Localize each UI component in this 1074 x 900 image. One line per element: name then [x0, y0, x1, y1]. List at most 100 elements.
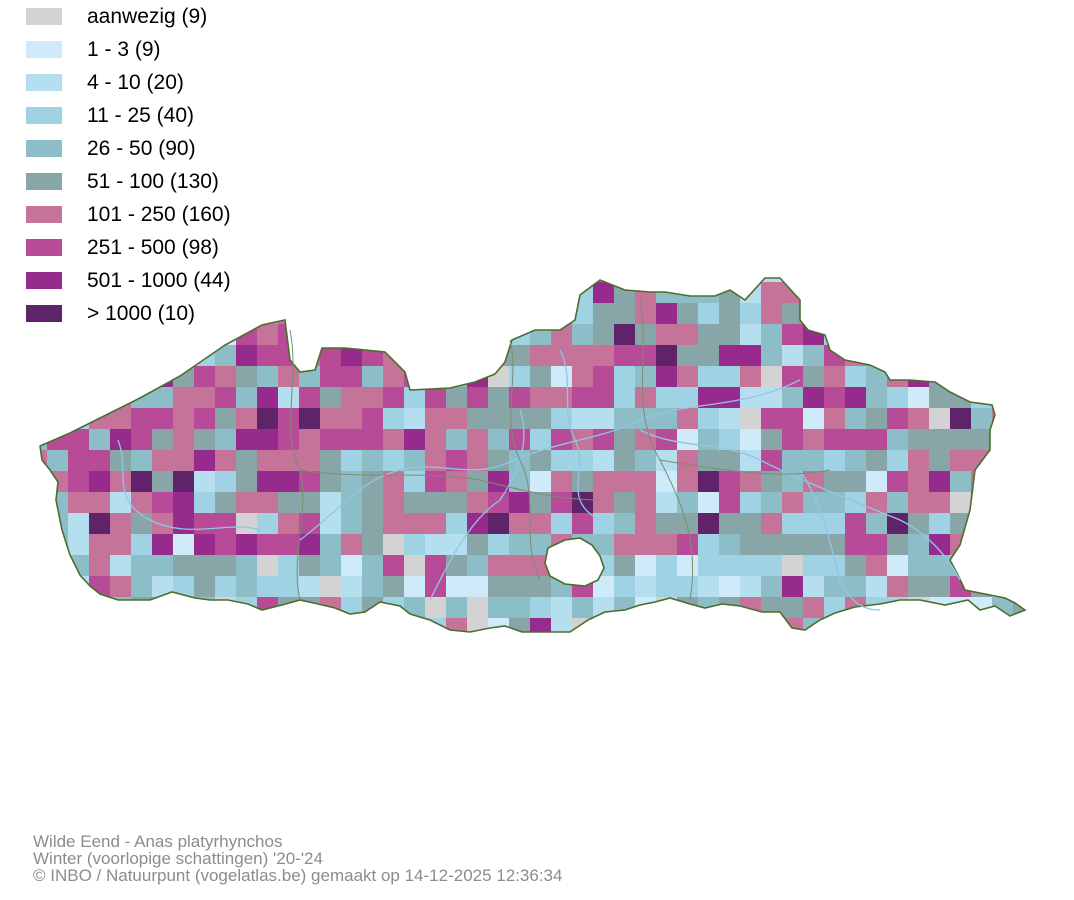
grid-cell	[1013, 282, 1025, 303]
grid-cell	[425, 278, 446, 282]
grid-cell	[341, 408, 362, 429]
grid-cell	[698, 345, 719, 366]
grid-cell	[992, 387, 1013, 408]
grid-cell	[404, 534, 425, 555]
grid-cell	[320, 429, 341, 450]
grid-cell	[404, 324, 425, 345]
grid-cell	[782, 534, 803, 555]
grid-cell	[488, 278, 509, 282]
grid-cell	[551, 639, 572, 660]
grid-cell	[110, 450, 131, 471]
grid-cell	[467, 303, 488, 324]
grid-cell	[47, 576, 68, 597]
grid-cell	[614, 576, 635, 597]
grid-cell	[761, 534, 782, 555]
grid-cell	[467, 492, 488, 513]
grid-cell	[698, 492, 719, 513]
grid-cell	[572, 471, 593, 492]
grid-cell	[68, 513, 89, 534]
grid-cell	[992, 345, 1013, 366]
grid-cell	[47, 597, 68, 618]
grid-cell	[320, 366, 341, 387]
grid-cell	[656, 555, 677, 576]
grid-cell	[236, 597, 257, 618]
grid-cell	[551, 282, 572, 303]
grid-cell	[698, 576, 719, 597]
grid-cell	[194, 492, 215, 513]
grid-cell	[257, 408, 278, 429]
grid-cell	[467, 513, 488, 534]
grid-cell	[446, 429, 467, 450]
grid-cell	[740, 429, 761, 450]
grid-cell	[656, 471, 677, 492]
grid-cell	[257, 639, 278, 660]
grid-cell	[47, 450, 68, 471]
grid-cell	[887, 618, 908, 632]
grid-cell	[362, 429, 383, 450]
grid-cell	[908, 408, 929, 429]
grid-cell	[362, 618, 383, 632]
grid-cell	[719, 576, 740, 597]
grid-cell	[908, 324, 929, 345]
grid-cell	[593, 366, 614, 387]
grid-cell	[257, 429, 278, 450]
grid-cell	[446, 618, 467, 632]
grid-cell	[782, 303, 803, 324]
grid-cell	[47, 429, 68, 450]
grid-cell	[950, 429, 971, 450]
grid-cell	[194, 471, 215, 492]
grid-cell	[341, 555, 362, 576]
grid-cell	[173, 513, 194, 534]
grid-cell	[488, 450, 509, 471]
grid-cell	[803, 387, 824, 408]
grid-cell	[614, 513, 635, 534]
grid-cell	[383, 282, 404, 303]
grid-cell	[40, 408, 47, 429]
grid-cell	[551, 450, 572, 471]
grid-cell	[40, 597, 47, 618]
grid-cell	[425, 450, 446, 471]
grid-cell	[131, 450, 152, 471]
grid-cell	[215, 450, 236, 471]
grid-cell	[677, 471, 698, 492]
grid-cell	[530, 534, 551, 555]
grid-cell	[299, 408, 320, 429]
grid-cell	[467, 240, 488, 261]
grid-cell	[40, 450, 47, 471]
grid-cell	[1034, 534, 1055, 555]
grid-cell	[362, 639, 383, 660]
grid-cell	[488, 471, 509, 492]
grid-cell	[110, 366, 131, 387]
grid-cell	[1013, 555, 1025, 576]
grid-cell	[509, 555, 530, 576]
grid-cell	[782, 576, 803, 597]
grid-cell	[887, 387, 908, 408]
grid-cell	[299, 576, 320, 597]
grid-cell	[488, 555, 509, 576]
grid-cell	[488, 513, 509, 534]
grid-cell	[908, 513, 929, 534]
grid-cell	[530, 240, 551, 261]
river	[299, 379, 801, 541]
grid-cell	[425, 471, 446, 492]
grid-cell	[656, 387, 677, 408]
grid-cell	[887, 345, 908, 366]
grid-cell	[950, 366, 971, 387]
grid-cell	[40, 471, 47, 492]
legend-item: 1 - 3 (9)	[26, 33, 346, 66]
grid-cell	[488, 345, 509, 366]
grid-cell	[47, 408, 68, 429]
grid-cell	[215, 429, 236, 450]
grid-cell	[1013, 618, 1025, 632]
grid-cell	[1034, 324, 1055, 345]
grid-cell	[719, 240, 740, 261]
grid-cell	[845, 278, 866, 282]
grid-cell	[173, 576, 194, 597]
grid-cell	[635, 618, 656, 632]
grid-cell	[446, 492, 467, 513]
grid-cell	[89, 555, 110, 576]
grid-cell	[677, 345, 698, 366]
grid-cell	[677, 387, 698, 408]
grid-cell	[40, 555, 47, 576]
grid-cell	[383, 471, 404, 492]
